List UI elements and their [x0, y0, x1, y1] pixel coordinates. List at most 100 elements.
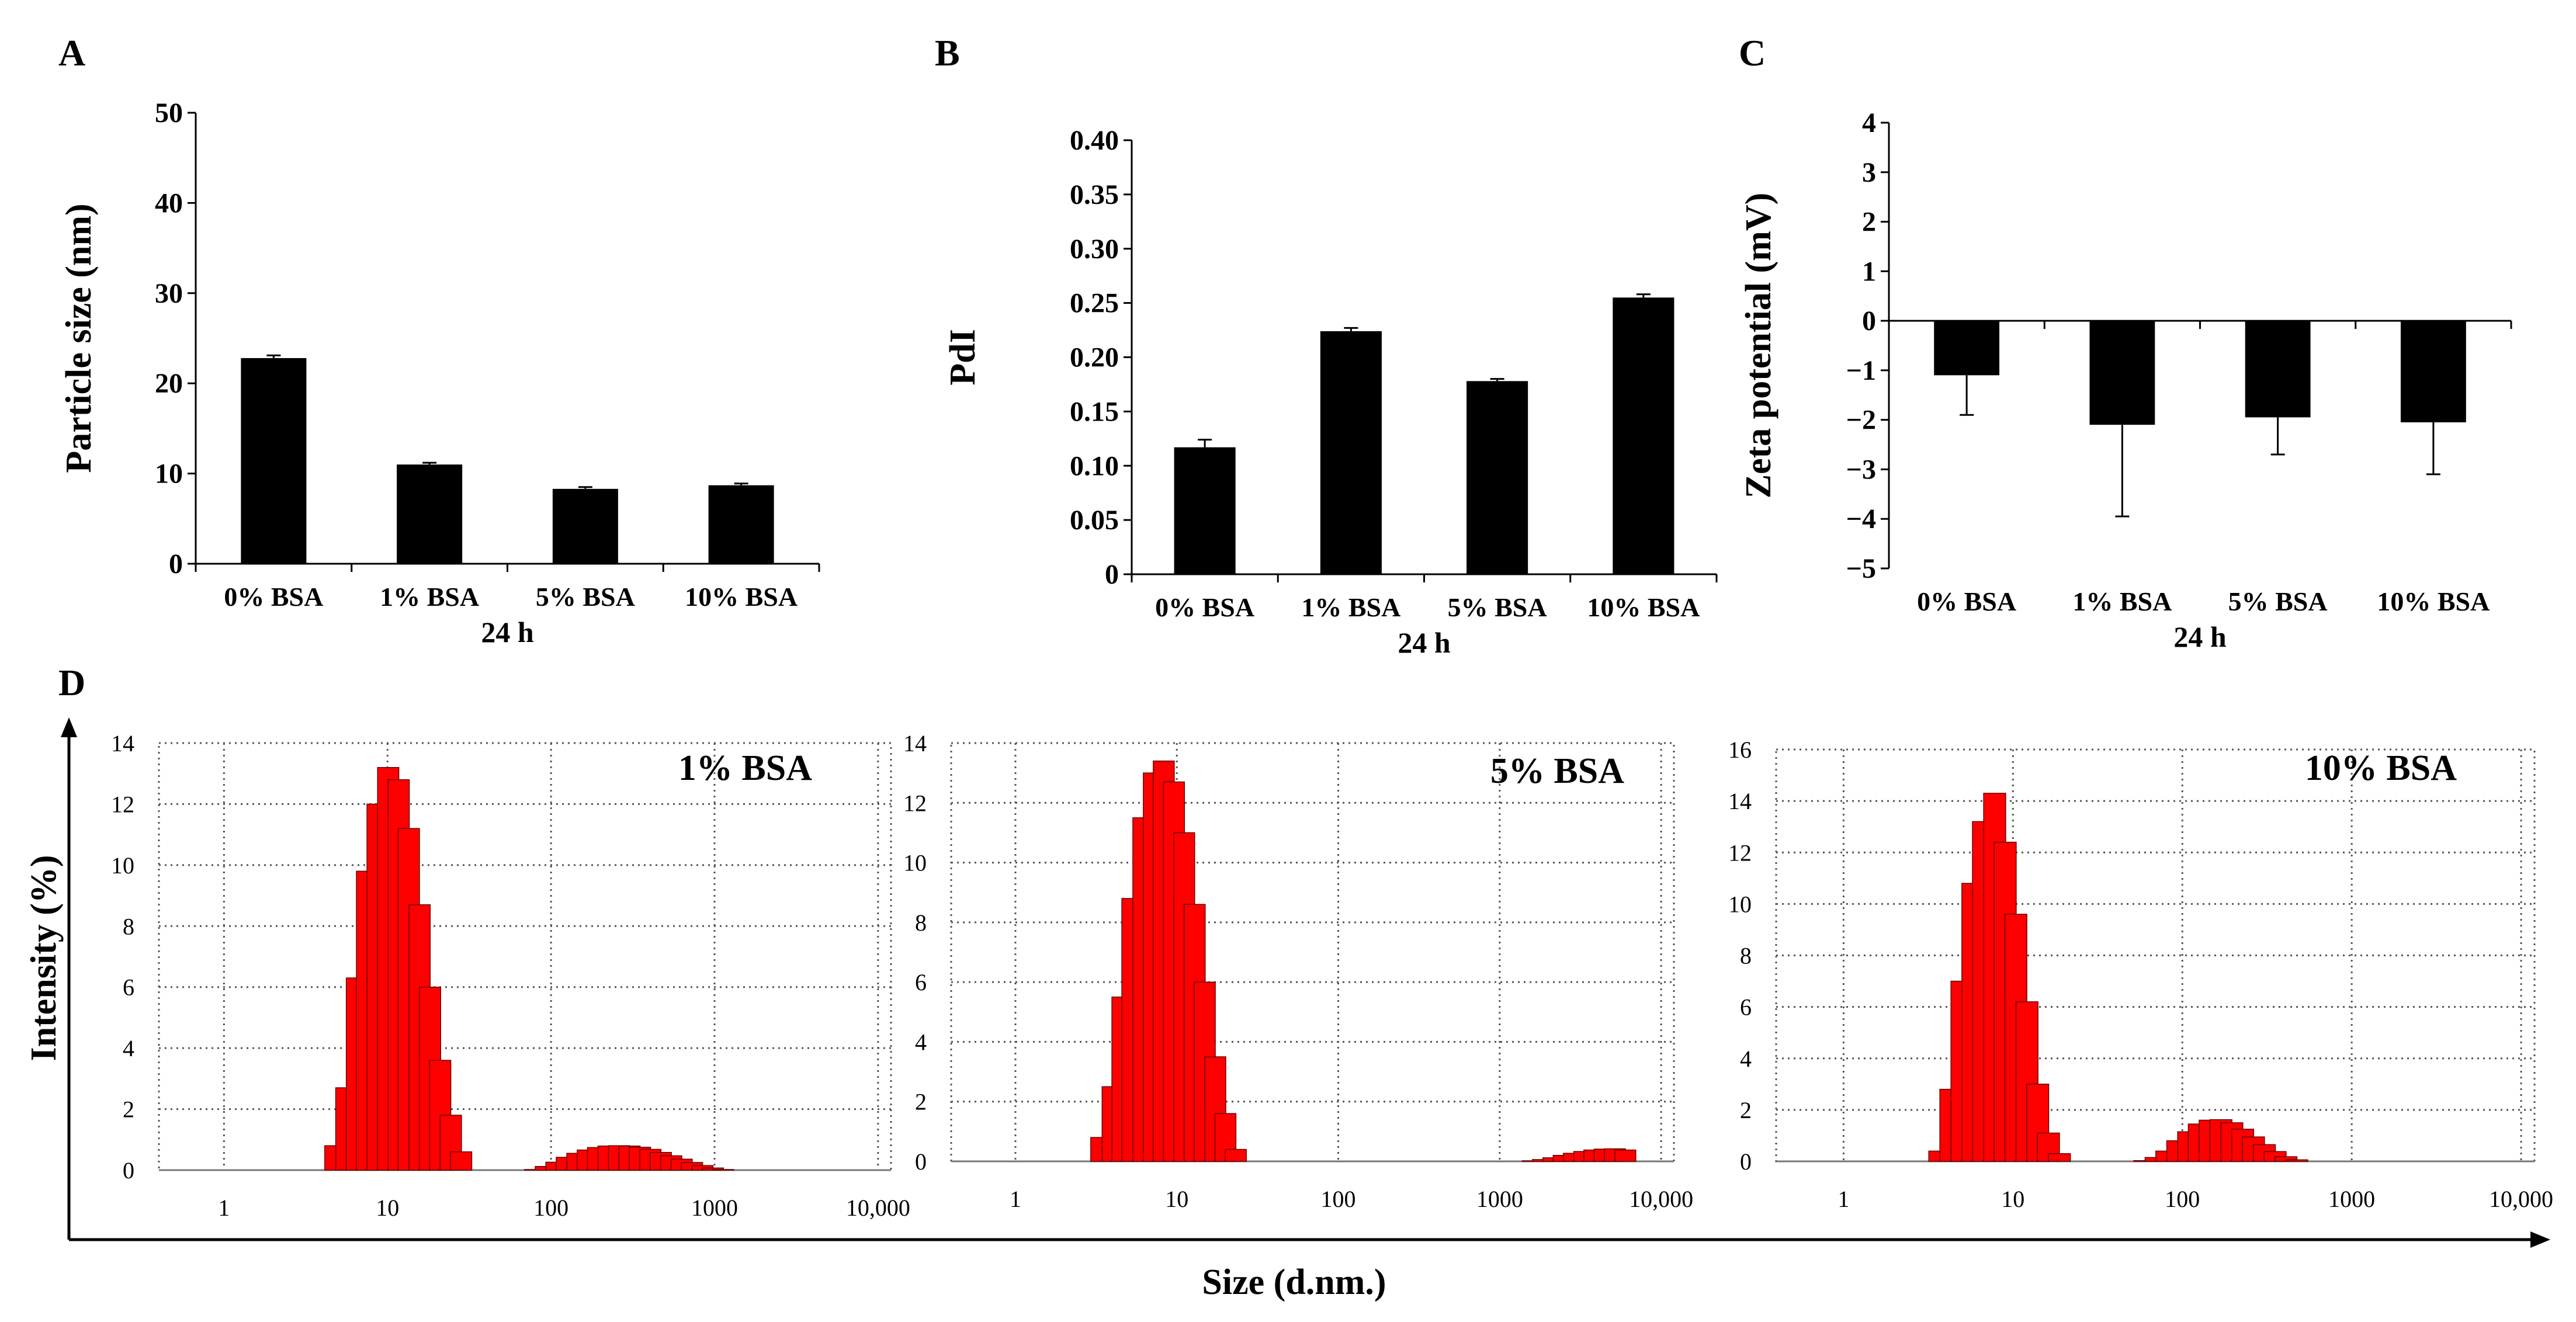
y-axis-label: Zeta potential (mV): [1739, 193, 1778, 498]
x-tick-label: 1: [218, 1195, 230, 1221]
y-tick-label: 6: [123, 974, 134, 1001]
y-tick-label: 0.10: [1070, 450, 1119, 481]
y-tick-label: 8: [1740, 943, 1752, 969]
x-category-label: 1% BSA: [1301, 592, 1400, 622]
y-tick-label: 6: [915, 969, 927, 995]
x-tick-label: 10: [1165, 1186, 1188, 1212]
x-group-label: 24 h: [2173, 620, 2227, 653]
y-tick-label: 6: [1740, 994, 1752, 1021]
plot-frame: [950, 742, 1675, 1163]
histogram-label: 1% BSA: [678, 748, 812, 788]
y-tick-label: 50: [155, 98, 183, 129]
bar: [1466, 381, 1528, 574]
panel-letter-c: C: [1739, 32, 1766, 74]
plot-frame: [158, 742, 892, 1171]
y-tick-label: 0: [1105, 559, 1119, 590]
y-tick-label: 0.20: [1070, 342, 1119, 373]
histogram-label: 5% BSA: [1490, 751, 1624, 791]
y-tick-label: −3: [1846, 454, 1876, 485]
panel-letter-b: B: [935, 32, 960, 74]
x-tick-label: 1000: [2328, 1186, 2375, 1212]
panel-d-y-arrowhead: [61, 717, 77, 737]
plot-frame: [1775, 748, 2536, 1163]
y-axis-label: PdI: [943, 329, 983, 385]
bar: [1613, 297, 1674, 574]
histogram-1pct-bsa: 1 10 100 1000 10,000 0 2 4 6 8 10 12 14 1% BSA: [111, 730, 910, 1221]
chart-zeta-potential: −5 −4 −3 −2 −1 0 1 2 3 4 0% BSA 1% BSA 5% BSA 10% BSA…: [1739, 107, 2512, 653]
panel-letter-d: D: [58, 662, 85, 703]
chart-pdi: 0 0.05 0.10 0.15 0.20 0.25 0.30 0.35 0.40 0% BSA 1…: [943, 125, 1718, 659]
x-category-label: 10% BSA: [685, 582, 798, 612]
panel-letter-a: A: [58, 32, 85, 74]
y-tick-label: −1: [1846, 355, 1876, 386]
y-tick-label: 0: [1740, 1148, 1752, 1175]
y-tick-label: 2: [1740, 1097, 1752, 1123]
panel-d-axes: Intensity (%) Size (d.nm.): [24, 717, 2550, 1302]
x-group-label: 24 h: [1398, 626, 1451, 659]
x-tick-label: 10,000: [1629, 1186, 1693, 1212]
panel-d-x-axis-label: Size (d.nm.): [1202, 1262, 1386, 1302]
x-tick-label: 10: [376, 1195, 399, 1221]
bar: [241, 358, 307, 564]
x-category-label: 5% BSA: [1448, 592, 1547, 622]
x-tick-label: 10,000: [846, 1195, 910, 1221]
y-tick-label: 14: [111, 730, 134, 757]
bar: [2400, 321, 2466, 422]
y-tick-label: 1: [1862, 256, 1876, 287]
histogram-bar: [1614, 1149, 1637, 1162]
bar: [2245, 321, 2311, 418]
histogram-bar: [2048, 1153, 2071, 1162]
panel-d-x-arrowhead: [2530, 1231, 2550, 1248]
y-tick-label: 2: [915, 1089, 927, 1115]
x-tick-label: 100: [533, 1195, 568, 1221]
x-tick-label: 100: [2165, 1186, 2200, 1212]
y-tick-label: 10: [111, 852, 134, 879]
x-category-label: 0% BSA: [1917, 587, 2016, 616]
y-tick-label: 40: [155, 188, 183, 218]
histogram-bar: [1225, 1148, 1247, 1162]
y-tick-label: −5: [1846, 553, 1876, 584]
bar: [1934, 321, 2000, 376]
histogram-label: 10% BSA: [2305, 748, 2457, 788]
y-tick-label: 12: [111, 791, 134, 817]
x-tick-label: 1: [1837, 1186, 1849, 1212]
x-category-label: 0% BSA: [224, 582, 323, 612]
x-category-label: 1% BSA: [2072, 587, 2172, 616]
y-tick-label: 0: [915, 1148, 927, 1175]
y-tick-label: 0: [169, 549, 183, 580]
x-category-label: 10% BSA: [1587, 592, 1700, 622]
y-tick-label: 4: [123, 1035, 134, 1061]
y-tick-label: 10: [155, 459, 183, 490]
y-tick-label: 0.35: [1070, 179, 1119, 210]
y-tick-label: 14: [1728, 788, 1752, 814]
y-tick-label: 10: [1728, 891, 1752, 917]
bar: [1320, 331, 1382, 574]
y-axis-label: Particle size (nm): [59, 203, 99, 473]
y-tick-label: 0.05: [1070, 505, 1119, 536]
y-tick-label: 0.30: [1070, 234, 1119, 265]
y-tick-label: 0.40: [1070, 125, 1119, 156]
y-tick-label: 0: [123, 1157, 134, 1184]
x-tick-label: 10,000: [2489, 1186, 2553, 1212]
histogram-bar: [2285, 1159, 2308, 1162]
y-tick-label: 0.15: [1070, 396, 1119, 427]
bar: [2089, 321, 2155, 425]
x-category-label: 0% BSA: [1155, 592, 1254, 622]
x-tick-label: 1: [1010, 1186, 1021, 1212]
y-tick-label: 20: [155, 368, 183, 399]
y-tick-label: −2: [1846, 405, 1876, 436]
bar: [552, 488, 618, 564]
chart-particle-size: 0 10 20 30 40 50 0% BSA 1% BSA 5% BSA 10% BSA 24 h…: [59, 98, 820, 648]
x-tick-label: 100: [1321, 1186, 1356, 1212]
y-tick-label: 3: [1862, 157, 1876, 188]
x-tick-label: 1000: [691, 1195, 738, 1221]
y-tick-label: 8: [915, 910, 927, 936]
y-tick-label: 12: [1728, 839, 1752, 866]
y-tick-label: 0.25: [1070, 288, 1119, 319]
y-tick-label: 12: [903, 790, 927, 816]
bar: [708, 485, 774, 564]
y-tick-label: −4: [1846, 504, 1876, 535]
bar: [1174, 447, 1236, 574]
x-category-label: 10% BSA: [2377, 587, 2490, 616]
